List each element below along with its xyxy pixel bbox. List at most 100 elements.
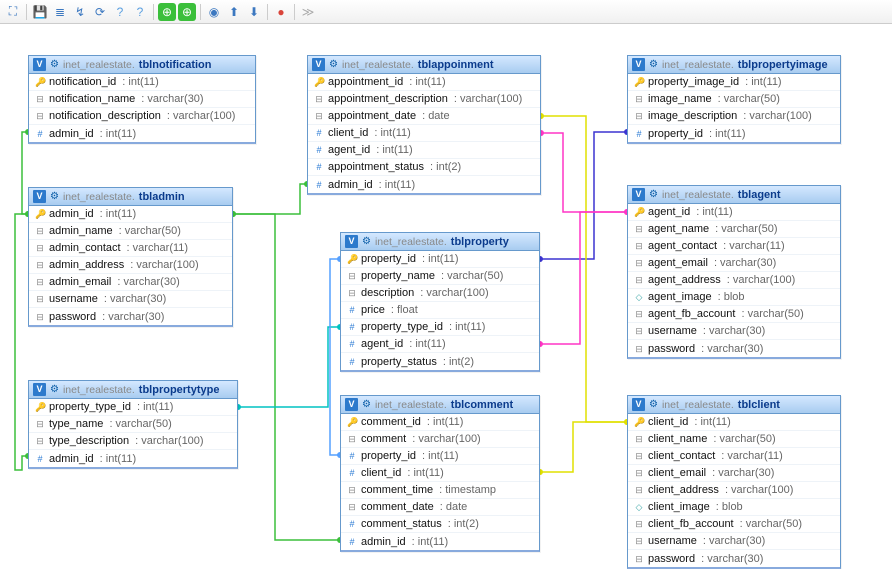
- table-tblnotification[interactable]: V⚙inet_realestate.tblnotification🔑notifi…: [28, 55, 256, 144]
- gear-icon[interactable]: ⚙: [50, 59, 59, 70]
- help2-icon[interactable]: ?: [131, 3, 149, 21]
- table-header[interactable]: V⚙inet_realestate.tblagent: [628, 186, 840, 204]
- table-header[interactable]: V⚙inet_realestate.tbladmin: [29, 188, 232, 206]
- column-client_email[interactable]: ⊟client_email : varchar(30): [628, 465, 840, 482]
- column-notification_description[interactable]: ⊟notification_description : varchar(100): [29, 108, 255, 125]
- table-tblappoinment[interactable]: V⚙inet_realestate.tblappoinment🔑appointm…: [307, 55, 541, 195]
- column-username[interactable]: ⊟username : varchar(30): [628, 533, 840, 550]
- column-agent_image[interactable]: ◇agent_image : blob: [628, 289, 840, 306]
- column-property_name[interactable]: ⊟property_name : varchar(50): [341, 268, 539, 285]
- table-tbladmin[interactable]: V⚙inet_realestate.tbladmin🔑admin_id : in…: [28, 187, 233, 327]
- table-tblagent[interactable]: V⚙inet_realestate.tblagent🔑agent_id : in…: [627, 185, 841, 359]
- column-admin_email[interactable]: ⊟admin_email : varchar(30): [29, 274, 232, 291]
- table-header[interactable]: V⚙inet_realestate.tblcomment: [341, 396, 539, 414]
- column-description[interactable]: ⊟description : varchar(100): [341, 285, 539, 302]
- table-tblproperty[interactable]: V⚙inet_realestate.tblproperty🔑property_i…: [340, 232, 540, 372]
- column-username[interactable]: ⊟username : varchar(30): [29, 291, 232, 308]
- up-icon[interactable]: ⬆: [225, 3, 243, 21]
- column-admin_contact[interactable]: ⊟admin_contact : varchar(11): [29, 240, 232, 257]
- column-agent_id[interactable]: #agent_id : int(11): [341, 336, 539, 353]
- table-header[interactable]: V⚙inet_realestate.tblnotification: [29, 56, 255, 74]
- gear-icon[interactable]: ⚙: [649, 59, 658, 70]
- column-comment[interactable]: ⊟comment : varchar(100): [341, 431, 539, 448]
- column-admin_id[interactable]: #admin_id : int(11): [29, 450, 237, 467]
- column-client_id[interactable]: #client_id : int(11): [341, 465, 539, 482]
- column-admin_id[interactable]: #admin_id : int(11): [341, 533, 539, 550]
- column-admin_id[interactable]: #admin_id : int(11): [29, 125, 255, 142]
- column-property_type_id[interactable]: #property_type_id : int(11): [341, 319, 539, 336]
- column-appointment_date[interactable]: ⊟appointment_date : date: [308, 108, 540, 125]
- column-comment_date[interactable]: ⊟comment_date : date: [341, 499, 539, 516]
- column-appointment_description[interactable]: ⊟appointment_description : varchar(100): [308, 91, 540, 108]
- column-property_id[interactable]: #property_id : int(11): [341, 448, 539, 465]
- column-password[interactable]: ⊟password : varchar(30): [29, 308, 232, 325]
- column-client_fb_account[interactable]: ⊟client_fb_account : varchar(50): [628, 516, 840, 533]
- table-tblpropertytype[interactable]: V⚙inet_realestate.tblpropertytype🔑proper…: [28, 380, 238, 469]
- gear-icon[interactable]: ⚙: [329, 59, 338, 70]
- table-header[interactable]: V⚙inet_realestate.tblpropertyimage: [628, 56, 840, 74]
- column-property_status[interactable]: #property_status : int(2): [341, 353, 539, 370]
- column-comment_status[interactable]: #comment_status : int(2): [341, 516, 539, 533]
- table-header[interactable]: V⚙inet_realestate.tblclient: [628, 396, 840, 414]
- erd-canvas[interactable]: V⚙inet_realestate.tblnotification🔑notifi…: [0, 24, 892, 565]
- column-type_name[interactable]: ⊟type_name : varchar(50): [29, 416, 237, 433]
- column-notification_id[interactable]: 🔑notification_id : int(11): [29, 74, 255, 91]
- column-admin_address[interactable]: ⊟admin_address : varchar(100): [29, 257, 232, 274]
- column-client_contact[interactable]: ⊟client_contact : varchar(11): [628, 448, 840, 465]
- table-tblclient[interactable]: V⚙inet_realestate.tblclient🔑client_id : …: [627, 395, 841, 569]
- column-agent_address[interactable]: ⊟agent_address : varchar(100): [628, 272, 840, 289]
- column-price[interactable]: #price : float: [341, 302, 539, 319]
- reroute-icon[interactable]: ↯: [71, 3, 89, 21]
- table-tblpropertyimage[interactable]: V⚙inet_realestate.tblpropertyimage🔑prope…: [627, 55, 841, 144]
- column-property_type_id[interactable]: 🔑property_type_id : int(11): [29, 399, 237, 416]
- column-agent_fb_account[interactable]: ⊟agent_fb_account : varchar(50): [628, 306, 840, 323]
- column-client_id[interactable]: 🔑client_id : int(11): [628, 414, 840, 431]
- column-notification_name[interactable]: ⊟notification_name : varchar(30): [29, 91, 255, 108]
- table-header[interactable]: V⚙inet_realestate.tblpropertytype: [29, 381, 237, 399]
- column-type_description[interactable]: ⊟type_description : varchar(100): [29, 433, 237, 450]
- gear-icon[interactable]: ⚙: [362, 399, 371, 410]
- gear-icon[interactable]: ⚙: [362, 236, 371, 247]
- column-client_name[interactable]: ⊟client_name : varchar(50): [628, 431, 840, 448]
- new-rel-icon[interactable]: ⊕: [178, 3, 196, 21]
- column-image_description[interactable]: ⊟image_description : varchar(100): [628, 108, 840, 125]
- column-comment_time[interactable]: ⊟comment_time : timestamp: [341, 482, 539, 499]
- column-agent_contact[interactable]: ⊟agent_contact : varchar(11): [628, 238, 840, 255]
- column-admin_name[interactable]: ⊟admin_name : varchar(50): [29, 223, 232, 240]
- more-icon[interactable]: ≫: [299, 3, 317, 21]
- gear-icon[interactable]: ⚙: [649, 399, 658, 410]
- gear-icon[interactable]: ⚙: [649, 189, 658, 200]
- pdf-icon[interactable]: ●: [272, 3, 290, 21]
- save-icon[interactable]: 💾: [31, 3, 49, 21]
- column-appointment_id[interactable]: 🔑appointment_id : int(11): [308, 74, 540, 91]
- column-agent_id[interactable]: #agent_id : int(11): [308, 142, 540, 159]
- column-client_address[interactable]: ⊟client_address : varchar(100): [628, 482, 840, 499]
- expand-icon[interactable]: ◉: [205, 3, 223, 21]
- list-icon[interactable]: ≣: [51, 3, 69, 21]
- table-tblcomment[interactable]: V⚙inet_realestate.tblcomment🔑comment_id …: [340, 395, 540, 552]
- column-property_id[interactable]: 🔑property_id : int(11): [341, 251, 539, 268]
- column-comment_id[interactable]: 🔑comment_id : int(11): [341, 414, 539, 431]
- column-property_image_id[interactable]: 🔑property_image_id : int(11): [628, 74, 840, 91]
- column-agent_email[interactable]: ⊟agent_email : varchar(30): [628, 255, 840, 272]
- column-appointment_status[interactable]: #appointment_status : int(2): [308, 159, 540, 176]
- column-password[interactable]: ⊟password : varchar(30): [628, 550, 840, 567]
- column-client_id[interactable]: #client_id : int(11): [308, 125, 540, 142]
- gear-icon[interactable]: ⚙: [50, 384, 59, 395]
- column-image_name[interactable]: ⊟image_name : varchar(50): [628, 91, 840, 108]
- help-icon[interactable]: ?: [111, 3, 129, 21]
- column-property_id[interactable]: #property_id : int(11): [628, 125, 840, 142]
- column-client_image[interactable]: ◇client_image : blob: [628, 499, 840, 516]
- column-agent_name[interactable]: ⊟agent_name : varchar(50): [628, 221, 840, 238]
- column-password[interactable]: ⊟password : varchar(30): [628, 340, 840, 357]
- gear-icon[interactable]: ⚙: [50, 191, 59, 202]
- add-table-icon[interactable]: ⊕: [158, 3, 176, 21]
- down-icon[interactable]: ⬇: [245, 3, 263, 21]
- table-header[interactable]: V⚙inet_realestate.tblappoinment: [308, 56, 540, 74]
- table-header[interactable]: V⚙inet_realestate.tblproperty: [341, 233, 539, 251]
- fullscreen-icon[interactable]: ⛶: [4, 3, 22, 21]
- column-agent_id[interactable]: 🔑agent_id : int(11): [628, 204, 840, 221]
- reload-icon[interactable]: ⟳: [91, 3, 109, 21]
- column-admin_id[interactable]: 🔑admin_id : int(11): [29, 206, 232, 223]
- column-username[interactable]: ⊟username : varchar(30): [628, 323, 840, 340]
